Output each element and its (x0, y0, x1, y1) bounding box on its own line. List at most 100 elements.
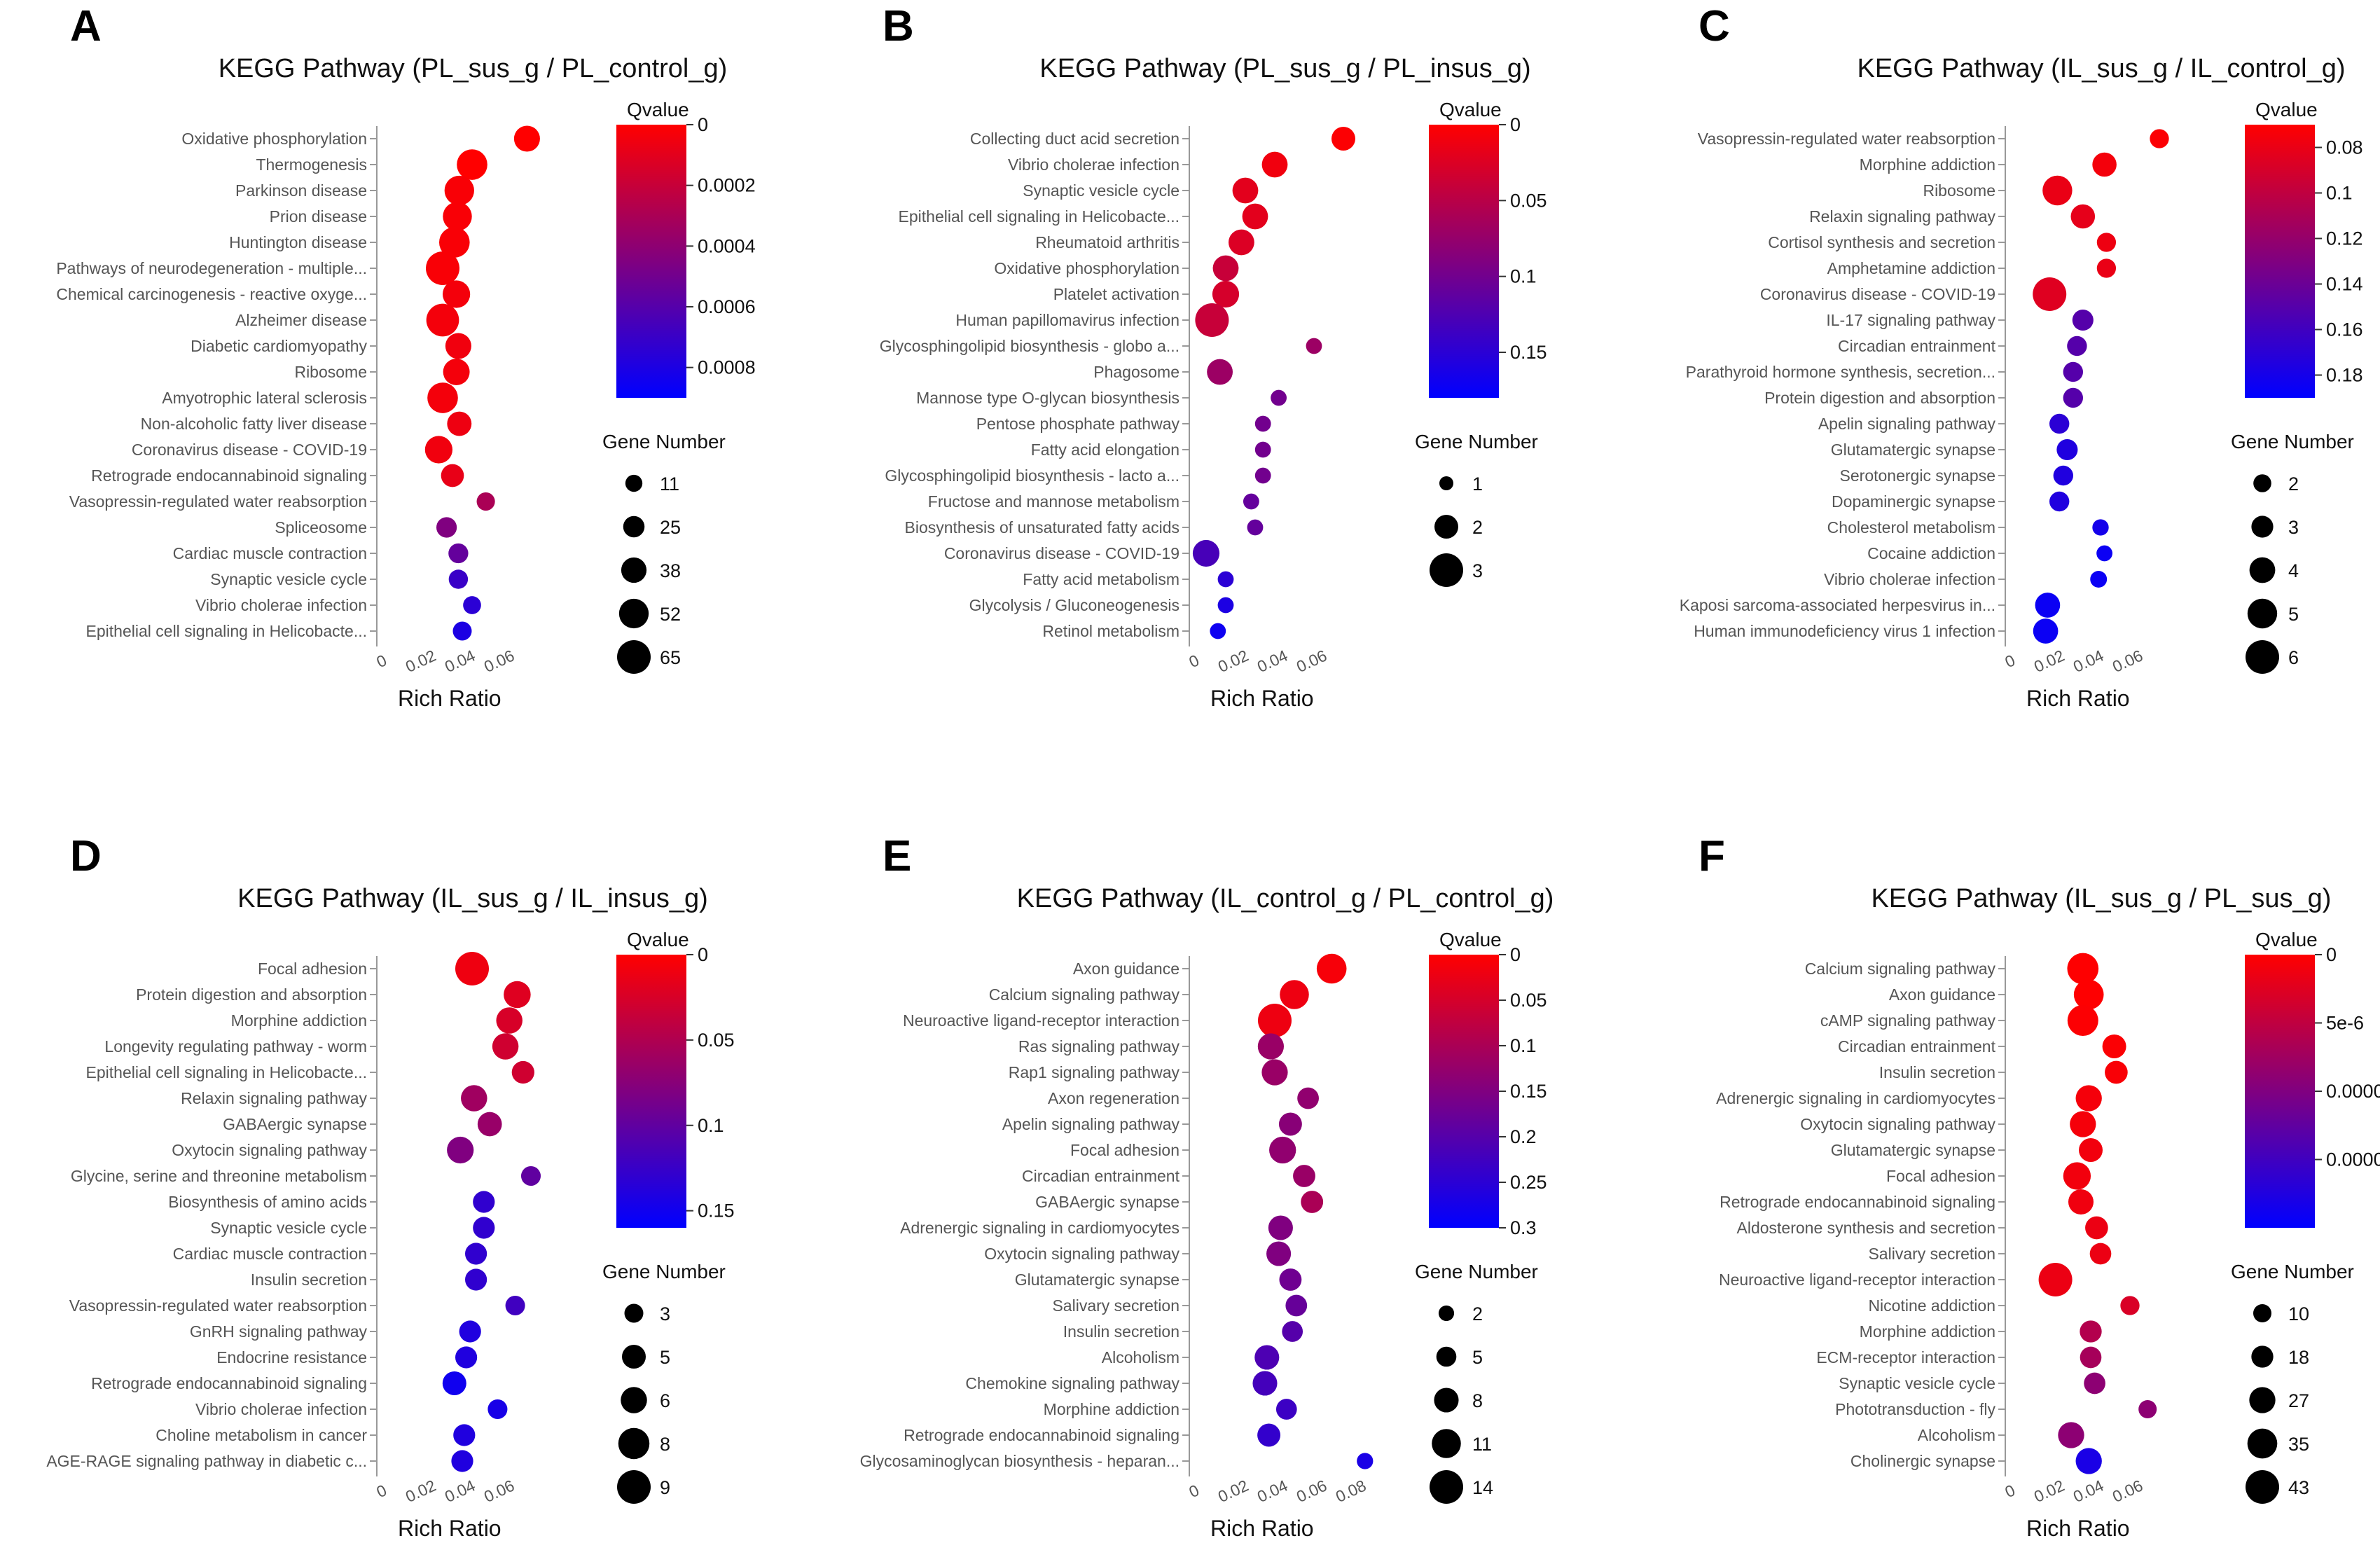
pathway-dot[interactable] (2056, 438, 2078, 461)
pathway-dot[interactable] (1257, 1423, 1281, 1447)
pathway-dot[interactable] (1217, 597, 1234, 614)
pathway-dot[interactable] (2092, 519, 2109, 536)
pathway-dot[interactable] (427, 382, 458, 413)
pathway-dot[interactable] (447, 411, 472, 436)
pathway-dot[interactable] (2072, 309, 2094, 331)
pathway-dot[interactable] (1293, 1165, 1315, 1187)
pathway-dot[interactable] (1278, 1112, 1302, 1136)
pathway-dot[interactable] (2080, 1320, 2102, 1343)
pathway-dot[interactable] (1258, 1004, 1292, 1037)
pathway-dot[interactable] (1212, 255, 1239, 282)
pathway-dot[interactable] (1268, 1215, 1293, 1240)
pathway-dot[interactable] (2049, 491, 2070, 512)
pathway-dot[interactable] (2079, 1138, 2103, 1162)
pathway-dot[interactable] (1285, 1294, 1308, 1317)
pathway-dot[interactable] (473, 1191, 495, 1213)
pathway-dot[interactable] (2096, 258, 2117, 278)
pathway-dot[interactable] (2075, 1448, 2102, 1474)
pathway-dot[interactable] (461, 1085, 487, 1112)
pathway-dot[interactable] (1247, 519, 1264, 536)
pathway-dot[interactable] (1254, 467, 1271, 484)
pathway-dot[interactable] (2084, 1372, 2105, 1395)
pathway-dot[interactable] (2138, 1400, 2157, 1418)
pathway-dot[interactable] (463, 596, 481, 614)
pathway-dot[interactable] (445, 333, 471, 359)
pathway-dot[interactable] (511, 1060, 534, 1084)
pathway-dot[interactable] (473, 1217, 495, 1239)
pathway-dot[interactable] (1331, 127, 1355, 151)
pathway-dot[interactable] (520, 1165, 541, 1186)
pathway-dot[interactable] (1357, 1453, 1374, 1469)
pathway-dot[interactable] (1210, 623, 1226, 639)
pathway-dot[interactable] (438, 227, 470, 258)
pathway-dot[interactable] (2063, 1162, 2091, 1190)
pathway-dot[interactable] (465, 1243, 487, 1265)
pathway-dot[interactable] (442, 280, 471, 308)
pathway-dot[interactable] (1242, 203, 1268, 230)
pathway-dot[interactable] (451, 1450, 473, 1472)
pathway-dot[interactable] (1297, 1087, 1319, 1109)
pathway-dot[interactable] (2033, 618, 2059, 644)
pathway-dot[interactable] (2073, 979, 2104, 1010)
pathway-dot[interactable] (2067, 1005, 2098, 1036)
pathway-dot[interactable] (1212, 280, 1240, 308)
pathway-dot[interactable] (2085, 1216, 2108, 1240)
pathway-dot[interactable] (2102, 1035, 2126, 1058)
pathway-dot[interactable] (2075, 1085, 2102, 1112)
pathway-dot[interactable] (2090, 571, 2108, 588)
pathway-dot[interactable] (2070, 204, 2096, 229)
pathway-dot[interactable] (1192, 539, 1220, 567)
pathway-dot[interactable] (505, 1295, 525, 1316)
pathway-dot[interactable] (513, 125, 540, 152)
pathway-dot[interactable] (487, 1399, 508, 1420)
pathway-dot[interactable] (455, 952, 489, 985)
pathway-dot[interactable] (2089, 1243, 2112, 1265)
pathway-dot[interactable] (1279, 1268, 1302, 1291)
pathway-dot[interactable] (1280, 980, 1309, 1009)
pathway-dot[interactable] (1217, 571, 1234, 588)
pathway-dot[interactable] (426, 251, 459, 285)
pathway-dot[interactable] (1282, 1321, 1303, 1342)
pathway-dot[interactable] (504, 981, 531, 1009)
pathway-dot[interactable] (1254, 1345, 1280, 1370)
pathway-dot[interactable] (2070, 1111, 2096, 1137)
pathway-dot[interactable] (1316, 953, 1347, 984)
pathway-dot[interactable] (1306, 338, 1322, 354)
pathway-dot[interactable] (477, 1112, 502, 1137)
pathway-dot[interactable] (1252, 1371, 1278, 1396)
pathway-dot[interactable] (2120, 1296, 2140, 1315)
pathway-dot[interactable] (2049, 413, 2070, 434)
pathway-dot[interactable] (1266, 1241, 1292, 1266)
pathway-dot[interactable] (1271, 389, 1287, 406)
pathway-dot[interactable] (443, 359, 470, 385)
pathway-dot[interactable] (2105, 1060, 2128, 1084)
pathway-dot[interactable] (1207, 359, 1233, 385)
pathway-dot[interactable] (442, 1371, 466, 1395)
pathway-dot[interactable] (1301, 1191, 1324, 1213)
pathway-dot[interactable] (2038, 1263, 2073, 1296)
pathway-dot[interactable] (436, 517, 457, 538)
pathway-dot[interactable] (2067, 335, 2087, 357)
pathway-dot[interactable] (496, 1007, 523, 1034)
pathway-dot[interactable] (453, 1424, 476, 1446)
pathway-dot[interactable] (1269, 1136, 1296, 1164)
pathway-dot[interactable] (2096, 233, 2117, 252)
pathway-dot[interactable] (2035, 593, 2061, 618)
pathway-dot[interactable] (2033, 277, 2067, 311)
pathway-dot[interactable] (1232, 177, 1259, 204)
pathway-dot[interactable] (448, 543, 469, 564)
pathway-dot[interactable] (2042, 175, 2073, 206)
pathway-dot[interactable] (455, 1346, 478, 1369)
pathway-dot[interactable] (1243, 493, 1259, 510)
pathway-dot[interactable] (2063, 387, 2083, 408)
pathway-dot[interactable] (1261, 151, 1288, 178)
pathway-dot[interactable] (443, 202, 472, 231)
pathway-dot[interactable] (426, 303, 459, 337)
pathway-dot[interactable] (492, 1033, 519, 1060)
pathway-dot[interactable] (2150, 129, 2169, 148)
pathway-dot[interactable] (2080, 1346, 2102, 1369)
pathway-dot[interactable] (1195, 303, 1229, 337)
pathway-dot[interactable] (1254, 441, 1271, 458)
pathway-dot[interactable] (465, 1268, 487, 1291)
pathway-dot[interactable] (441, 464, 464, 487)
